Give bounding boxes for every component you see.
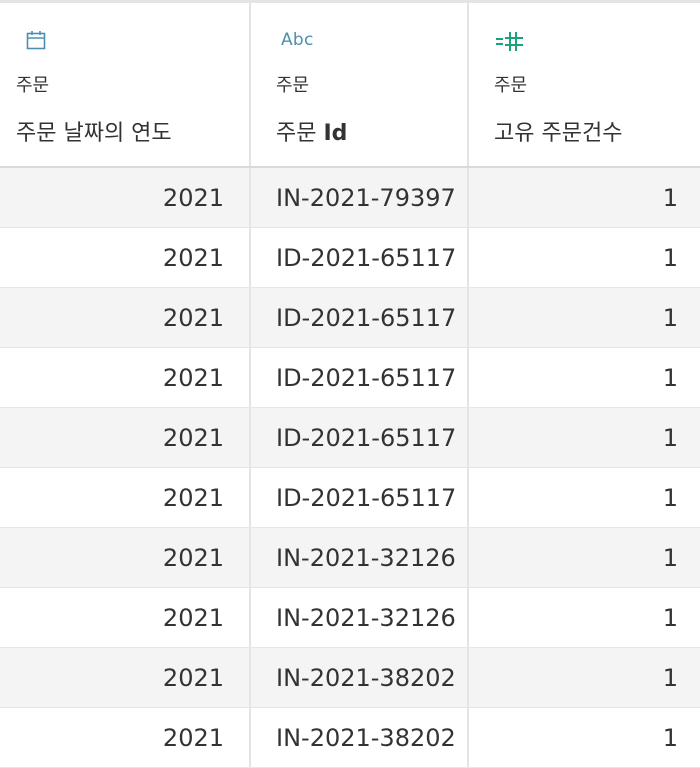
- cell-distinct-count[interactable]: 1: [662, 183, 678, 212]
- cell-distinct-count[interactable]: 1: [662, 663, 678, 692]
- cell-order-id[interactable]: ID-2021-65117: [251, 408, 469, 467]
- cell-order-year[interactable]: 2021: [0, 348, 251, 407]
- column-header-distinct-order-count[interactable]: 주문 고유 주문건수: [469, 3, 700, 166]
- table-row[interactable]: 2021 ID-2021-65117 1: [0, 288, 700, 348]
- cell-order-id[interactable]: ID-2021-65117: [251, 468, 469, 527]
- calendar-icon[interactable]: [26, 29, 46, 51]
- cell-distinct-count[interactable]: 1: [662, 483, 678, 512]
- column-header-order-id[interactable]: Abc 주문 주문 Id: [251, 3, 469, 166]
- table-row[interactable]: 2021 IN-2021-32126 1: [0, 528, 700, 588]
- column-field-name: 주문 Id: [276, 115, 347, 147]
- cell-distinct-count[interactable]: 1: [662, 543, 678, 572]
- cell-order-id[interactable]: ID-2021-65117: [251, 228, 469, 287]
- table-row[interactable]: 2021 IN-2021-38202 1: [0, 708, 700, 768]
- column-field-name-bold: Id: [323, 121, 348, 146]
- cell-distinct-count[interactable]: 1: [662, 363, 678, 392]
- column-header-order-year[interactable]: 주문 주문 날짜의 연도: [0, 3, 251, 166]
- column-field-name: 고유 주문건수: [494, 121, 623, 146]
- cell-order-id[interactable]: ID-2021-65117: [251, 288, 469, 347]
- cell-distinct-count[interactable]: 1: [662, 723, 678, 752]
- cell-order-year[interactable]: 2021: [0, 468, 251, 527]
- cell-order-year[interactable]: 2021: [0, 588, 251, 647]
- table-row[interactable]: 2021 ID-2021-65117 1: [0, 468, 700, 528]
- column-source-label: 주문: [494, 75, 528, 96]
- cell-order-year[interactable]: 2021: [0, 708, 251, 767]
- cell-distinct-count[interactable]: 1: [662, 303, 678, 332]
- column-source-label: 주문: [16, 75, 50, 96]
- table-row[interactable]: 2021 ID-2021-65117 1: [0, 228, 700, 288]
- top-border: [0, 0, 700, 3]
- column-source-label: 주문: [276, 75, 310, 96]
- cell-order-year[interactable]: 2021: [0, 228, 251, 287]
- column-field-name: 주문 날짜의 연도: [16, 121, 172, 146]
- cell-order-year[interactable]: 2021: [0, 288, 251, 347]
- cell-distinct-count[interactable]: 1: [662, 423, 678, 452]
- cell-order-year[interactable]: 2021: [0, 408, 251, 467]
- cell-order-year[interactable]: 2021: [0, 648, 251, 707]
- cell-order-id[interactable]: ID-2021-65117: [251, 348, 469, 407]
- table-row[interactable]: 2021 IN-2021-32126 1: [0, 588, 700, 648]
- cell-order-id[interactable]: IN-2021-38202: [251, 708, 469, 767]
- cell-order-year[interactable]: 2021: [0, 528, 251, 587]
- table-row[interactable]: 2021 IN-2021-38202 1: [0, 648, 700, 708]
- cell-distinct-count[interactable]: 1: [662, 243, 678, 272]
- grid-header: 주문 주문 날짜의 연도 Abc 주문 주문 Id 주문 고유 주문건수: [0, 3, 700, 168]
- data-grid: 주문 주문 날짜의 연도 Abc 주문 주문 Id 주문 고유 주문건수: [0, 3, 700, 768]
- cell-order-id[interactable]: IN-2021-38202: [251, 648, 469, 707]
- cell-order-id[interactable]: IN-2021-32126: [251, 528, 469, 587]
- cell-distinct-count[interactable]: 1: [662, 603, 678, 632]
- grid-body: 2021 IN-2021-79397 1 2021 ID-2021-65117 …: [0, 168, 700, 768]
- cell-order-id[interactable]: IN-2021-79397: [251, 168, 469, 227]
- table-row[interactable]: 2021 ID-2021-65117 1: [0, 408, 700, 468]
- table-row[interactable]: 2021 IN-2021-79397 1: [0, 168, 700, 228]
- cell-order-year[interactable]: 2021: [0, 168, 251, 227]
- table-row[interactable]: 2021 ID-2021-65117 1: [0, 348, 700, 408]
- abc-string-icon[interactable]: Abc: [281, 30, 314, 50]
- column-field-name-prefix: 주문: [276, 121, 324, 146]
- cell-order-id[interactable]: IN-2021-32126: [251, 588, 469, 647]
- measure-hash-icon[interactable]: [495, 30, 525, 56]
